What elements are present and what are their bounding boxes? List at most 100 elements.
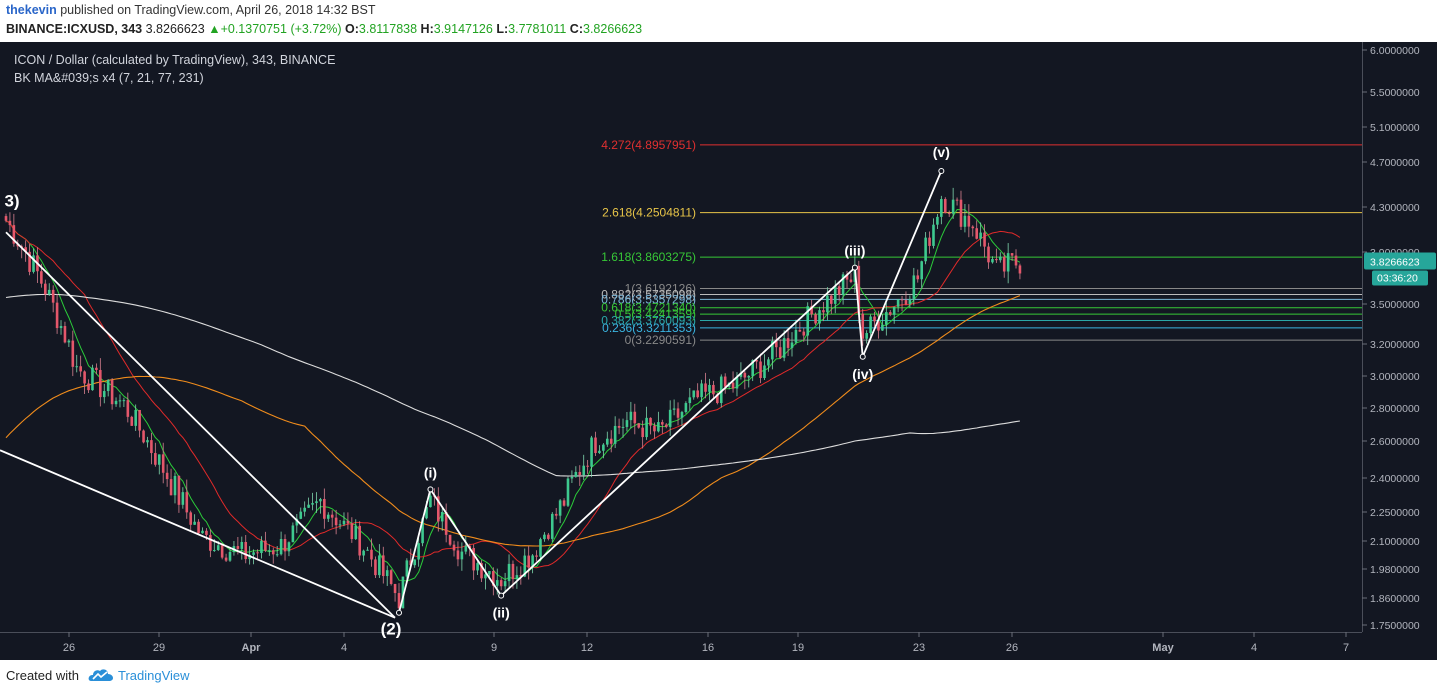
candle-body	[1014, 255, 1018, 266]
candle-body	[83, 371, 86, 384]
candle-body	[554, 513, 558, 516]
candle-body	[283, 539, 287, 552]
fib-level-label: 0.382(3.3760093)	[601, 314, 696, 328]
candle-body	[849, 279, 853, 282]
candle-body	[212, 550, 216, 552]
candle-body	[91, 367, 94, 391]
chart-area[interactable]: 6.0000000 5.5000000 5.1000000 4.7000000 4.30…	[0, 42, 1437, 660]
fib-level-label: 0(3.2290591)	[625, 333, 696, 347]
last-price-badge	[1364, 252, 1436, 270]
wedge-lower-line	[0, 449, 396, 619]
symbol-label: BINANCE:ICXUSD, 343	[6, 22, 143, 36]
fib-level-label: 1.618(3.8603275)	[601, 250, 696, 264]
candle-body	[684, 403, 688, 413]
candle-body	[126, 400, 130, 417]
price-axis-panel	[1362, 42, 1437, 660]
publish-line: thekevin published on TradingView.com, A…	[6, 3, 375, 17]
candle-body	[590, 437, 593, 467]
candle-body	[401, 576, 405, 609]
candle-body	[130, 416, 134, 426]
candle-body	[106, 379, 110, 392]
candle-body	[209, 534, 212, 551]
candle-body	[936, 216, 939, 225]
time-tick-label: 7	[1343, 642, 1349, 654]
candle-body	[193, 521, 196, 525]
high-value: 3.9147126	[433, 22, 493, 36]
wave-pivot-marker	[938, 168, 945, 174]
time-tick-label: 29	[153, 642, 165, 654]
candle-body	[495, 580, 499, 586]
candle-body	[122, 400, 126, 402]
candle-body	[1006, 253, 1010, 272]
candle-body	[531, 555, 534, 568]
candle-body	[991, 259, 994, 263]
candle-body	[47, 289, 51, 295]
candle-body	[598, 450, 601, 454]
candle-body	[778, 347, 782, 358]
candle-body	[971, 226, 975, 229]
candle-body	[822, 310, 825, 313]
candle-body	[154, 453, 157, 465]
candle-body	[146, 440, 149, 443]
candle-body	[696, 390, 699, 398]
candle-body	[841, 274, 845, 295]
candle-body	[484, 574, 487, 579]
candle-body	[877, 321, 880, 331]
tradingview-brand-link[interactable]: TradingView	[118, 668, 190, 683]
candle-body	[995, 259, 998, 261]
candle-body	[315, 501, 318, 504]
candle-body	[794, 329, 798, 343]
candle-body	[653, 425, 656, 432]
time-tick-label: 16	[702, 642, 714, 654]
candle-body	[295, 518, 299, 526]
wave-label: (i)	[424, 464, 437, 480]
candle-body	[885, 312, 888, 325]
candle-body	[743, 372, 747, 378]
candle-body	[201, 530, 204, 534]
price-chart[interactable]: 6.0000000 5.5000000 5.1000000 4.7000000 4.30…	[0, 42, 1437, 660]
candle-body	[1002, 256, 1006, 272]
wave-pivot-marker	[427, 486, 434, 493]
price-tick-label: 2.8000000	[1370, 403, 1420, 415]
candle-body	[759, 361, 762, 379]
author-link[interactable]: thekevin	[6, 3, 57, 17]
candle-body	[503, 581, 507, 587]
candle-body	[185, 492, 189, 513]
candle-body	[633, 411, 637, 424]
candle-body	[865, 333, 868, 339]
candle-body	[716, 394, 719, 404]
candle-body	[645, 417, 648, 438]
candle-body	[71, 340, 75, 367]
candle-body	[763, 365, 766, 379]
candle-body	[417, 543, 420, 560]
candle-body	[904, 300, 908, 305]
fib-level-label: 0.5(3.4241359)	[615, 307, 696, 321]
candle-body	[920, 261, 923, 280]
candle-body	[951, 199, 955, 214]
candle-body	[370, 549, 373, 560]
time-tick-label: 12	[581, 642, 593, 654]
candle-body	[381, 555, 385, 577]
candle-body	[908, 299, 912, 305]
time-tick-label: May	[1152, 642, 1174, 654]
fib-level-label: 0.882(3.5735098)	[601, 287, 696, 301]
price-tick-label: 4.7000000	[1370, 157, 1420, 169]
candle-body	[586, 465, 589, 467]
candle-body	[110, 379, 114, 405]
up-arrow-icon: ▲	[208, 22, 221, 36]
legend-title: ICON / Dollar (calculated by TradingView…	[14, 53, 335, 67]
tradingview-logo-icon[interactable]	[88, 667, 114, 683]
candle-body	[543, 534, 546, 540]
time-tick-label: 4	[1251, 642, 1257, 654]
countdown-label: 03:36:20	[1377, 273, 1418, 285]
candle-body	[291, 525, 295, 543]
candle-body	[578, 471, 582, 476]
wave-label: (ii)	[493, 605, 510, 621]
candle-body	[507, 563, 511, 582]
price-tick-label: 2.6000000	[1370, 436, 1420, 448]
candle-body	[118, 400, 122, 402]
price-tick-label: 6.0000000	[1370, 45, 1420, 57]
candle-body	[55, 302, 59, 329]
candle-body	[649, 417, 652, 426]
candle-body	[932, 224, 935, 246]
